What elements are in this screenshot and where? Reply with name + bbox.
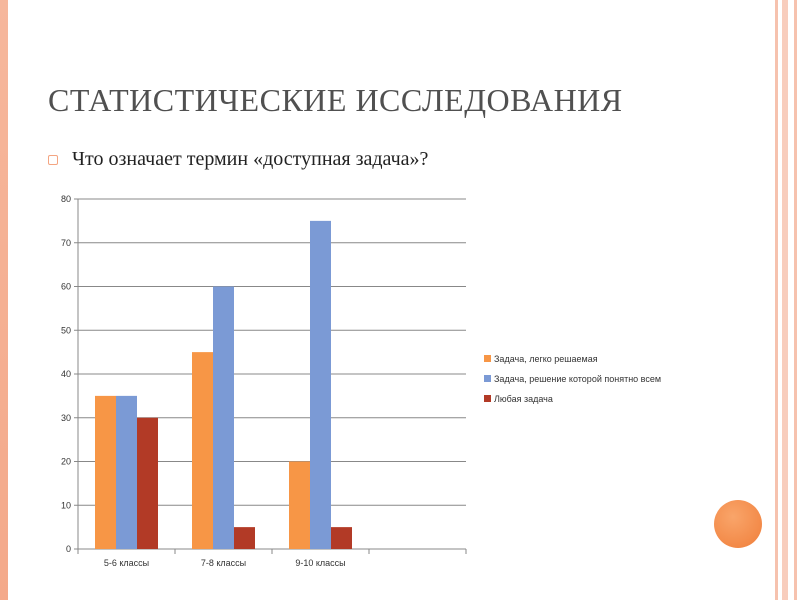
chart: 0 10 20 30 40 50 60 70 80 5-6 классы 7-8 классы 9-1… [40,190,720,580]
legend-swatch [484,395,491,402]
legend-swatch [484,375,491,382]
left-accent-stripe [0,0,8,600]
y-tick-label: 80 [61,194,71,204]
y-tick-label: 70 [61,238,71,248]
y-tick-label: 40 [61,369,71,379]
right-accent-stripe [794,0,797,600]
bullet-square-icon [48,154,58,165]
bar [310,220,331,549]
decorative-circle [714,500,762,548]
bar [116,395,137,549]
legend-swatch [484,355,491,362]
bullet-text: Что означает термин «доступная задача»? [72,148,429,170]
x-category-label: 5-6 классы [104,558,149,568]
x-category-label: 7-8 классы [201,558,246,568]
y-tick-label: 0 [66,544,71,554]
bar [192,352,213,549]
bar [234,527,255,549]
bar-chart-svg: 0 10 20 30 40 50 60 70 80 5-6 классы 7-8 классы 9-1… [61,194,661,568]
bar [331,527,352,549]
bar [95,395,116,549]
y-tick-label: 20 [61,457,71,467]
bullet-item: Что означает термин «доступная задача»? [48,148,428,171]
legend-label: Любая задача [494,394,553,404]
slide-title: СТАТИСТИЧЕСКИЕ ИССЛЕДОВАНИЯ [48,82,623,118]
y-tick-label: 50 [61,325,71,335]
right-accent-stripe [782,0,788,600]
legend-label: Задача, решение которой понятно всем [494,374,661,384]
right-accent-stripe [775,0,778,600]
y-tick-label: 60 [61,282,71,292]
y-tick-label: 30 [61,413,71,423]
legend-label: Задача, легко решаемая [494,354,598,364]
y-tick-label: 10 [61,500,71,510]
x-category-label: 9-10 классы [295,558,345,568]
bar [289,461,310,549]
bar [137,417,158,549]
bar [213,286,234,549]
